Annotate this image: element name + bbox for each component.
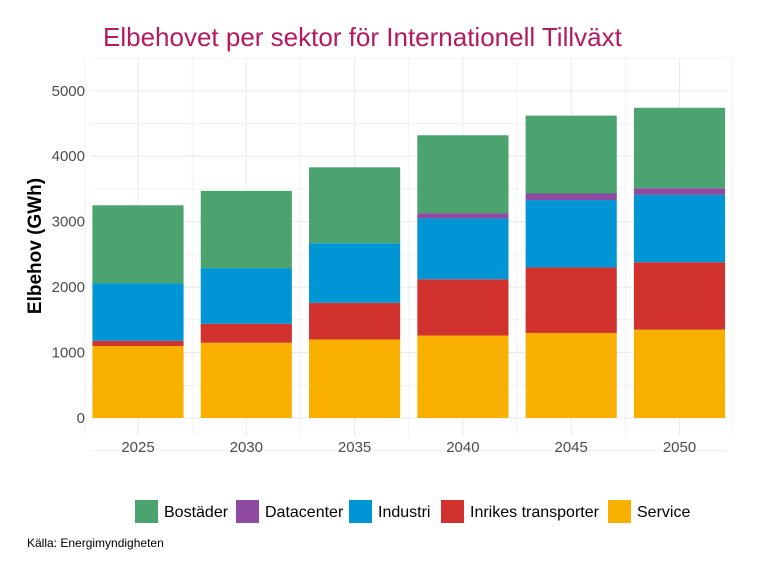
legend-swatch (135, 500, 158, 523)
legend-swatch (349, 500, 372, 523)
y-tick-label: 5000 (52, 83, 85, 100)
legend-label: Datacenter (265, 504, 344, 521)
legend-swatch (441, 500, 464, 523)
bar-segment-bost-der-2040 (417, 135, 509, 214)
bar-segment-datacenter-2045 (525, 193, 617, 201)
bar-segment-industri-2025 (92, 283, 184, 341)
bar-segment-inrikes-transporter-2035 (309, 302, 401, 340)
x-tick-label: 2040 (446, 439, 479, 456)
x-tick-label: 2050 (663, 439, 696, 456)
bar-segment-bost-der-2025 (92, 205, 184, 284)
y-axis-label: Elbehov (GWh) (25, 178, 46, 314)
y-tick-label: 3000 (52, 214, 85, 231)
bars-layer (92, 107, 726, 418)
x-tick-label: 2045 (555, 439, 588, 456)
bar-segment-industri-2040 (417, 218, 509, 280)
bar-segment-inrikes-transporter-2045 (525, 267, 617, 333)
legend-swatch (236, 500, 259, 523)
y-tick-label: 4000 (52, 148, 85, 165)
bar-segment-inrikes-transporter-2040 (417, 279, 509, 336)
bar-segment-inrikes-transporter-2025 (92, 340, 184, 347)
bar-segment-industri-2030 (200, 268, 292, 324)
x-tick-label: 2030 (230, 439, 263, 456)
bar-segment-bost-der-2035 (309, 167, 401, 244)
legend-label: Inrikes transporter (470, 504, 600, 521)
legend-label: Industri (378, 504, 430, 521)
bar-segment-bost-der-2030 (200, 190, 292, 269)
bar-segment-datacenter-2050 (633, 188, 726, 195)
bar-segment-service-2045 (525, 332, 617, 418)
bar-segment-datacenter-2040 (417, 213, 509, 219)
x-tick-label: 2035 (338, 439, 371, 456)
y-tick-labels: 0 1000 2000 3000 4000 5000 (52, 83, 85, 427)
bar-segment-service-2050 (633, 329, 726, 418)
bar-segment-inrikes-transporter-2030 (200, 323, 292, 343)
bar-segment-industri-2045 (525, 200, 617, 268)
x-tick-labels: 2025 2030 2035 2040 2045 2050 (121, 439, 696, 456)
bar-segment-inrikes-transporter-2050 (633, 262, 726, 330)
legend-swatch (608, 500, 631, 523)
legend-label: Service (637, 504, 690, 521)
chart-title: Elbehovet per sektor för Internationell … (103, 22, 622, 52)
y-tick-label: 1000 (52, 345, 85, 362)
bar-segment-service-2030 (200, 342, 292, 418)
bar-segment-service-2040 (417, 335, 509, 418)
legend: Bostäder Datacenter Industri Inrikes transp… (135, 500, 690, 523)
y-tick-label: 2000 (52, 279, 85, 296)
bar-segment-industri-2035 (309, 243, 401, 303)
bar-segment-bost-der-2050 (633, 107, 726, 189)
legend-label: Bostäder (164, 504, 229, 521)
bar-segment-service-2025 (92, 346, 184, 418)
bar-segment-industri-2050 (633, 194, 726, 263)
source-caption: Källa: Energimyndigheten (27, 536, 164, 550)
x-tick-label: 2025 (121, 439, 154, 456)
bar-segment-bost-der-2045 (525, 115, 617, 194)
bar-segment-service-2035 (309, 339, 401, 418)
y-tick-label: 0 (77, 410, 85, 427)
